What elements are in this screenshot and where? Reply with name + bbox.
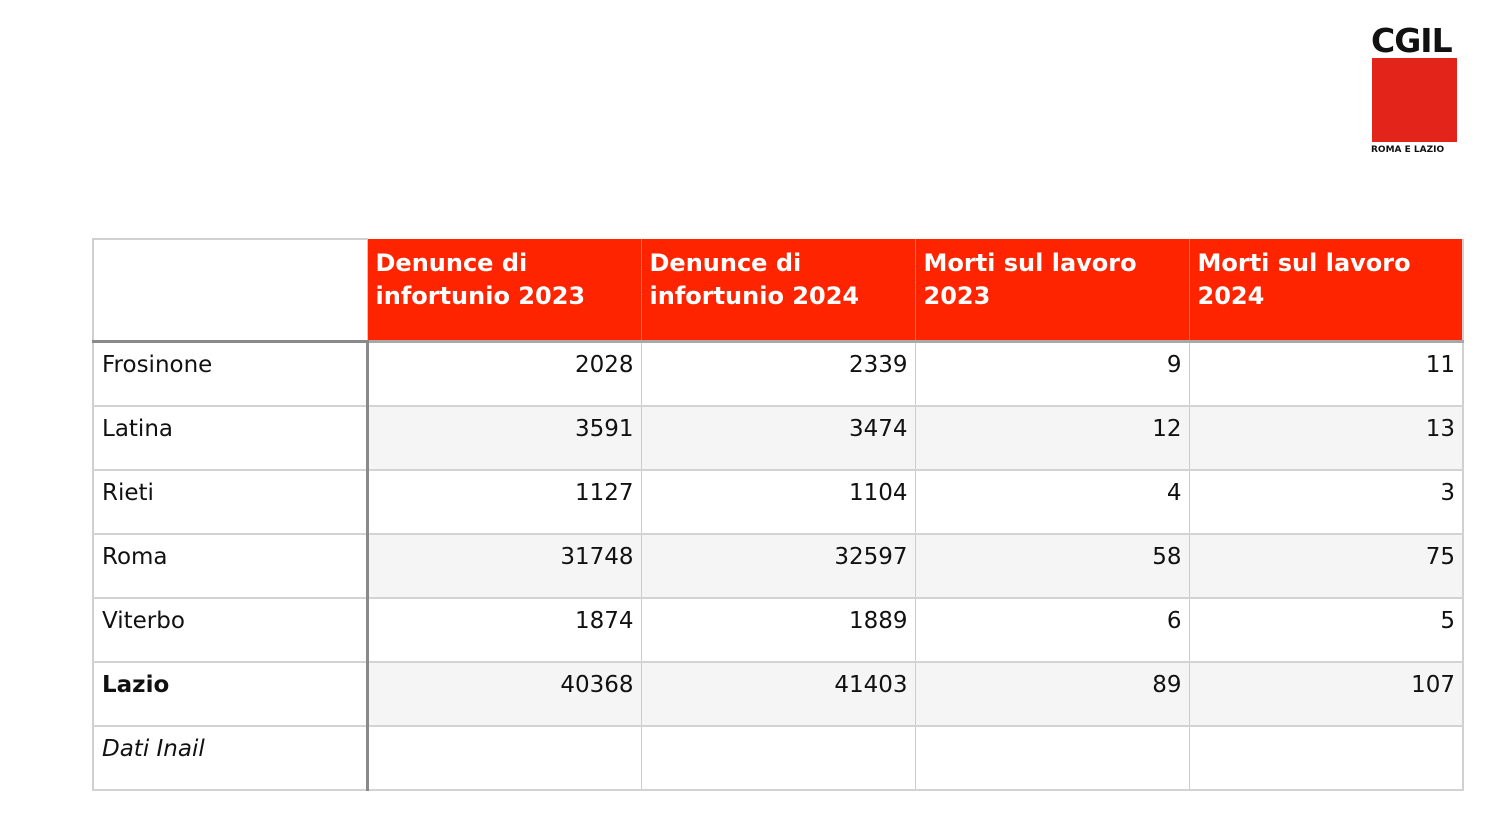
injury-statistics-table: Denunce di infortunio 2023 Denunce di in… bbox=[92, 238, 1464, 791]
cell-value: 9 bbox=[915, 341, 1190, 407]
header-denunce-2023: Denunce di infortunio 2023 bbox=[367, 239, 642, 343]
table-row-rieti: Rieti 1127 1104 4 3 bbox=[92, 469, 1464, 535]
cell-value: 2339 bbox=[641, 341, 916, 407]
header-morti-2023: Morti sul lavoro 2023 bbox=[915, 239, 1190, 343]
cell-value: 3591 bbox=[367, 405, 642, 471]
cell-value: 1104 bbox=[641, 469, 916, 535]
cell-value: 4 bbox=[915, 469, 1190, 535]
empty-cell bbox=[915, 725, 1190, 791]
logo-wordmark: CGIL bbox=[1371, 24, 1453, 58]
cell-value: 6 bbox=[915, 597, 1190, 663]
cell-value: 1127 bbox=[367, 469, 642, 535]
table-row-source: Dati Inail bbox=[92, 725, 1464, 791]
cell-value: 5 bbox=[1189, 597, 1464, 663]
cell-value: 2028 bbox=[367, 341, 642, 407]
cell-value: 11 bbox=[1189, 341, 1464, 407]
row-label: Rieti bbox=[92, 469, 369, 535]
table-header-row: Denunce di infortunio 2023 Denunce di in… bbox=[92, 238, 1464, 343]
table-row-roma: Roma 31748 32597 58 75 bbox=[92, 533, 1464, 599]
cell-value: 107 bbox=[1189, 661, 1464, 727]
logo-red-square bbox=[1372, 58, 1457, 142]
cell-value: 40368 bbox=[367, 661, 642, 727]
cell-value: 89 bbox=[915, 661, 1190, 727]
cell-value: 31748 bbox=[367, 533, 642, 599]
header-empty-cell bbox=[92, 238, 368, 343]
table-row-frosinone: Frosinone 2028 2339 9 11 bbox=[92, 341, 1464, 407]
empty-cell bbox=[367, 725, 642, 791]
row-label: Viterbo bbox=[92, 597, 369, 663]
cell-value: 3474 bbox=[641, 405, 916, 471]
cell-value: 32597 bbox=[641, 533, 916, 599]
table-row-latina: Latina 3591 3474 12 13 bbox=[92, 405, 1464, 471]
cell-value: 1889 bbox=[641, 597, 916, 663]
logo-subtitle: ROMA E LAZIO bbox=[1371, 145, 1445, 155]
cell-value: 58 bbox=[915, 533, 1190, 599]
row-label: Latina bbox=[92, 405, 369, 471]
empty-cell bbox=[1189, 725, 1464, 791]
row-label-total: Lazio bbox=[92, 661, 369, 727]
table-row-lazio-total: Lazio 40368 41403 89 107 bbox=[92, 661, 1464, 727]
header-morti-2024: Morti sul lavoro 2024 bbox=[1189, 239, 1464, 343]
row-label: Roma bbox=[92, 533, 369, 599]
cell-value: 75 bbox=[1189, 533, 1464, 599]
table-row-viterbo: Viterbo 1874 1889 6 5 bbox=[92, 597, 1464, 663]
cell-value: 12 bbox=[915, 405, 1190, 471]
source-note: Dati Inail bbox=[92, 725, 369, 791]
cell-value: 3 bbox=[1189, 469, 1464, 535]
row-label: Frosinone bbox=[92, 341, 369, 407]
cell-value: 13 bbox=[1189, 405, 1464, 471]
header-denunce-2024: Denunce di infortunio 2024 bbox=[641, 239, 916, 343]
cell-value: 41403 bbox=[641, 661, 916, 727]
empty-cell bbox=[641, 725, 916, 791]
cgil-logo: CGIL ROMA E LAZIO bbox=[1371, 24, 1461, 155]
cell-value: 1874 bbox=[367, 597, 642, 663]
